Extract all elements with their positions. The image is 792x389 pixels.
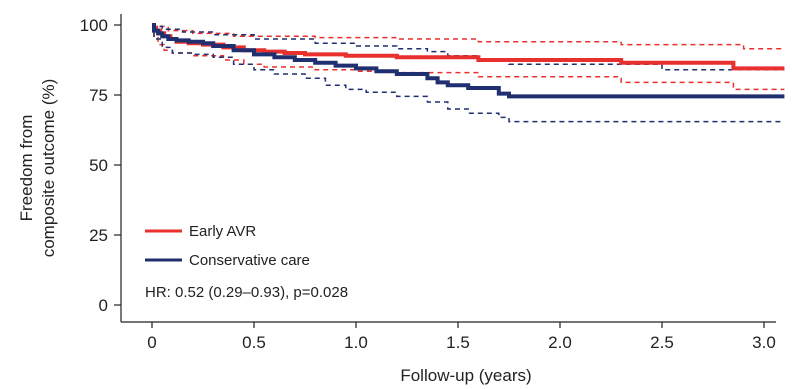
ci-lower-early-avr	[152, 24, 785, 91]
x-tick-label: 2.5	[650, 333, 674, 352]
survival-curves	[152, 23, 785, 99]
ci-lower-conservative-care	[152, 24, 785, 123]
x-axis-label: Follow-up (years)	[400, 366, 531, 385]
legend-label-conservative-care: Conservative care	[189, 252, 310, 269]
ci-upper-early-avr	[152, 24, 785, 50]
x-tick-label: 1.5	[446, 333, 470, 352]
series-line-early-avr	[152, 23, 785, 71]
y-axis-label-line1: Freedom from	[17, 115, 36, 222]
y-tick-label: 0	[99, 296, 108, 315]
x-tick-label: 2.0	[548, 333, 572, 352]
legend-label-early-avr: Early AVR	[189, 223, 256, 240]
x-tick-label: 3.0	[752, 333, 776, 352]
y-axis-label-line2: composite outcome (%)	[39, 79, 58, 258]
y-ticks: 0 25 50 75 100	[80, 16, 121, 315]
hazard-ratio-annotation: HR: 0.52 (0.29–0.93), p=0.028	[145, 284, 348, 301]
y-tick-label: 25	[89, 226, 108, 245]
confidence-bands	[152, 24, 785, 123]
x-tick-label: 1.0	[344, 333, 368, 352]
series-line-conservative-care	[152, 23, 785, 99]
x-tick-label: 0	[147, 333, 156, 352]
legend: Early AVR Conservative care	[145, 223, 310, 269]
y-tick-label: 50	[89, 156, 108, 175]
x-tick-label: 0.5	[242, 333, 266, 352]
y-tick-label: 100	[80, 16, 108, 35]
x-ticks: 0 0.5 1.0 1.5 2.0 2.5 3.0	[147, 322, 776, 352]
y-tick-label: 75	[89, 86, 108, 105]
